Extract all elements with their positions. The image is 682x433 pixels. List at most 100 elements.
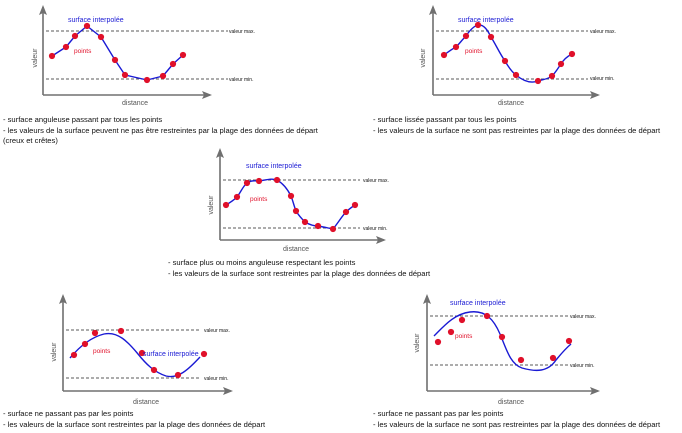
curve-label: surface interpolée [143, 351, 199, 358]
min-value-label: valeur min. [229, 77, 253, 83]
data-point [150, 366, 158, 374]
data-point [557, 60, 565, 68]
caption-line: (creux et crêtes) [3, 136, 58, 146]
data-point [83, 22, 91, 30]
x-axis-label: distance [122, 100, 148, 107]
data-point [458, 316, 466, 324]
data-point [548, 72, 556, 80]
points-label: points [93, 348, 111, 355]
data-point [512, 71, 520, 79]
y-axis-label: valeur [32, 48, 39, 68]
caption-line: - surface anguleuse passant par tous les… [3, 115, 163, 124]
points-label: points [465, 48, 483, 55]
data-point [351, 201, 359, 209]
data-point [447, 328, 455, 336]
max-value-label: valeur max. [590, 29, 616, 35]
panel-1: surface interpolée points valeur max. valeu… [32, 5, 255, 107]
max-value-label: valeur max. [229, 29, 255, 35]
max-value-label: valeur max. [570, 314, 596, 320]
data-point [200, 350, 208, 358]
caption-line: - surface ne passant pas par les points [3, 409, 134, 418]
data-point [440, 51, 448, 59]
data-point [498, 333, 506, 341]
data-point [174, 371, 182, 379]
data-point [483, 312, 491, 320]
caption-line: - surface plus ou moins anguleuse respec… [168, 258, 356, 267]
caption-panel-1: - surface anguleuse passant par tous les… [3, 115, 318, 147]
interpolated-surface-curve [51, 25, 184, 81]
data-point [462, 32, 470, 40]
curve-label: surface interpolée [246, 163, 302, 170]
caption-line: - surface lissée passant par tous les po… [373, 115, 517, 124]
data-point [342, 208, 350, 216]
max-value-label: valeur max. [204, 328, 230, 334]
data-point [434, 338, 442, 346]
data-point [179, 51, 187, 59]
data-point [452, 43, 460, 51]
data-point [143, 76, 151, 84]
x-axis-label: distance [498, 399, 524, 406]
data-point [329, 225, 337, 233]
x-axis-label: distance [283, 246, 309, 253]
points-label: points [250, 196, 268, 203]
data-point [169, 60, 177, 68]
data-point [111, 56, 119, 64]
curve-label: surface interpolée [450, 300, 506, 307]
data-point [534, 77, 542, 85]
panel-4: surface interpolée points valeur max. valeu… [51, 294, 233, 406]
data-point [487, 33, 495, 41]
caption-panel-2: - surface lissée passant par tous les po… [373, 115, 660, 136]
data-point [517, 356, 525, 364]
min-value-label: valeur min. [570, 363, 594, 369]
data-point [243, 179, 251, 187]
caption-line: - surface ne passant pas par les points [373, 409, 504, 418]
caption-line: - les valeurs de la surface ne sont pas … [373, 125, 661, 135]
data-point [549, 354, 557, 362]
curve-label: surface interpolée [68, 17, 124, 24]
caption-panel-5: - surface ne passant pas par les points -… [373, 409, 660, 430]
caption-panel-4: - surface ne passant pas par les points -… [3, 409, 265, 430]
data-point [117, 327, 125, 335]
data-point [62, 43, 70, 51]
x-axis-label: distance [133, 399, 159, 406]
max-value-label: valeur max. [363, 178, 389, 184]
data-point [233, 193, 241, 201]
data-point [121, 71, 129, 79]
data-point [287, 192, 295, 200]
data-point [314, 222, 322, 230]
y-axis-label: valeur [420, 48, 427, 68]
data-point [474, 21, 482, 29]
data-point [159, 72, 167, 80]
data-point [97, 33, 105, 41]
data-point [71, 32, 79, 40]
points-label: points [455, 333, 473, 340]
x-axis-label: distance [498, 100, 524, 107]
caption-line: - les valeurs de la surface peuvent ne p… [3, 125, 318, 135]
y-axis-label: valeur [51, 342, 58, 362]
panel-5: surface interpolée points valeur max. valeu… [414, 294, 600, 406]
min-value-label: valeur min. [590, 76, 614, 82]
data-point [138, 349, 146, 357]
panel-2: surface interpolée points valeur max. valeu… [420, 5, 616, 107]
data-point [91, 329, 99, 337]
panel-3: surface interpolée points valeur max. valeu… [208, 148, 389, 253]
caption-panel-3: - surface plus ou moins anguleuse respec… [168, 258, 430, 279]
data-point [501, 57, 509, 65]
caption-line: - les valeurs de la surface ne sont pas … [373, 419, 661, 429]
data-point [273, 176, 281, 184]
caption-line: - les valeurs de la surface sont restrei… [3, 419, 266, 429]
curve-label: surface interpolée [458, 17, 514, 24]
data-point [568, 50, 576, 58]
points-label: points [74, 48, 92, 55]
min-value-label: valeur min. [363, 226, 387, 232]
data-point [301, 218, 309, 226]
data-point [81, 340, 89, 348]
data-point [565, 337, 573, 345]
interpolated-surface-curve [433, 311, 572, 372]
interpolated-surface-curve [225, 178, 356, 230]
data-point [222, 201, 230, 209]
y-axis-label: valeur [208, 195, 215, 215]
caption-line: - les valeurs de la surface sont restrei… [168, 268, 431, 278]
min-value-label: valeur min. [204, 376, 228, 382]
